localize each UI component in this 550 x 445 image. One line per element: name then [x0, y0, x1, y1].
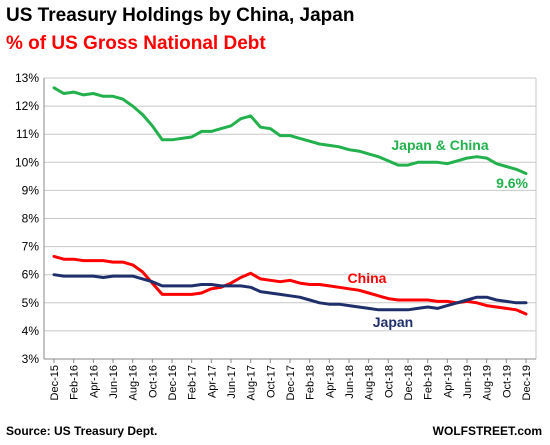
- x-tick-label: Apr-16: [88, 365, 100, 398]
- x-tick-label: Oct-16: [147, 365, 159, 398]
- x-tick-label: Feb-19: [423, 365, 435, 400]
- x-tick-label: Dec-17: [285, 365, 297, 400]
- x-tick-label: Jun-17: [226, 365, 238, 399]
- chart-title: US Treasury Holdings by China, Japan: [6, 5, 355, 26]
- x-tick-label: Feb-17: [187, 365, 199, 400]
- x-tick-label: Feb-16: [69, 365, 81, 400]
- x-tick-label: Aug-16: [128, 365, 140, 400]
- x-tick-label: Oct-17: [265, 365, 277, 398]
- japan-china-line: [52, 86, 528, 175]
- x-tick-label: Apr-17: [206, 365, 218, 398]
- x-tick-label: Aug-17: [246, 365, 258, 400]
- china-label: China: [348, 270, 387, 286]
- brand-credit: WOLFSTREET.com: [432, 424, 542, 438]
- x-tick-label: Jun-16: [108, 365, 120, 399]
- japan-label: Japan: [373, 314, 413, 330]
- x-tick-label: Apr-19: [442, 365, 454, 398]
- x-tick-label: Feb-18: [305, 365, 317, 400]
- x-tick-label: Oct-19: [501, 365, 513, 398]
- x-tick-label: Dec-19: [521, 365, 533, 400]
- china-line: [52, 254, 528, 316]
- ending-value-label: 9.6%: [496, 175, 528, 191]
- x-tick-label: Dec-16: [167, 365, 179, 400]
- y-tick-label: 3%: [22, 352, 40, 366]
- y-tick-label: 8%: [22, 212, 40, 226]
- x-tick-label: Jun-18: [344, 365, 356, 399]
- x-tick-label: Aug-19: [482, 365, 494, 400]
- japan-line: [52, 273, 528, 312]
- y-tick-label: 4%: [22, 324, 40, 338]
- x-tick-label: Jun-19: [462, 365, 474, 399]
- y-tick-label: 5%: [22, 296, 40, 310]
- y-tick-label: 6%: [22, 268, 40, 282]
- x-tick-label: Oct-18: [383, 365, 395, 398]
- y-tick-label: 9%: [22, 183, 40, 197]
- japan-china-label: Japan & China: [391, 137, 488, 153]
- x-tick-label: Aug-18: [364, 365, 376, 400]
- x-tick-label: Dec-15: [49, 365, 61, 400]
- y-tick-label: 11%: [16, 127, 39, 141]
- y-tick-label: 7%: [22, 240, 40, 254]
- source-note: Source: US Treasury Dept.: [6, 424, 158, 438]
- x-tick-label: Dec-18: [403, 365, 415, 400]
- x-tick-label: Apr-18: [324, 365, 336, 398]
- y-tick-label: 13%: [15, 71, 39, 85]
- chart-subtitle: % of US Gross National Debt: [6, 33, 266, 54]
- y-tick-label: 10%: [15, 155, 39, 169]
- y-tick-label: 12%: [15, 99, 39, 113]
